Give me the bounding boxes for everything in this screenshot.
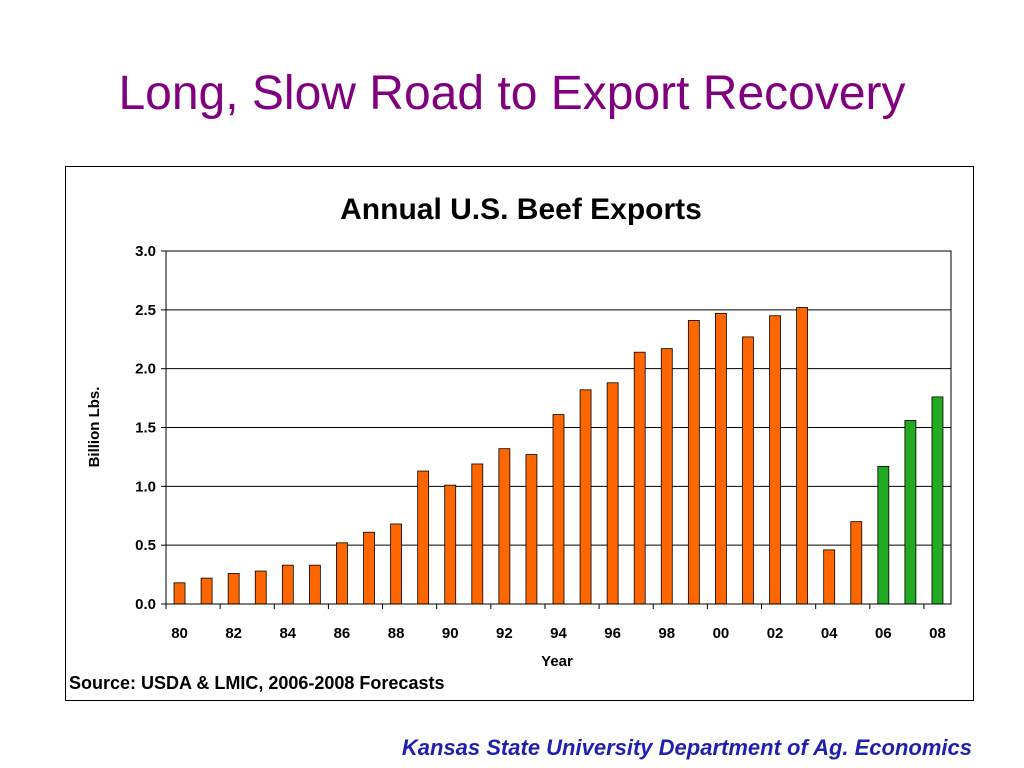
bar-87 <box>363 531 375 605</box>
y-tick-label: 1.5 <box>135 420 156 437</box>
bar-01 <box>742 336 754 605</box>
y-tick-label: 0.5 <box>135 537 156 554</box>
x-tick-label: 92 <box>496 625 513 642</box>
x-tick-label: 80 <box>171 625 188 642</box>
chart-title: Annual U.S. Beef Exports <box>340 193 702 226</box>
x-tick-label: 90 <box>442 625 459 642</box>
bar-80 <box>173 582 186 605</box>
bar-94 <box>552 414 565 605</box>
x-tick-label: 08 <box>929 625 946 642</box>
bar-92 <box>498 448 511 605</box>
x-tick-label: 88 <box>388 625 405 642</box>
x-tick-label: 96 <box>604 625 621 642</box>
y-tick-label: 2.5 <box>135 302 156 319</box>
chart-frame: Annual U.S. Beef Exports 0.0 0.5 1.0 1.5 2.0… <box>65 166 974 701</box>
bar-03 <box>796 307 809 605</box>
bar-90 <box>444 484 457 605</box>
y-tick-label: 3.0 <box>135 243 156 260</box>
bars <box>173 307 944 605</box>
y-tick-label: 0.0 <box>135 596 156 613</box>
bar-85 <box>308 564 321 605</box>
bar-82 <box>227 573 240 605</box>
x-tick-label: 06 <box>875 625 892 642</box>
bar-86 <box>336 542 348 605</box>
bar-81 <box>200 577 213 605</box>
bar-89 <box>417 470 430 605</box>
x-axis-label: Year <box>541 653 573 670</box>
bar-96 <box>606 382 619 605</box>
bar-84 <box>281 564 294 605</box>
tick-labels: 0.0 0.5 1.0 1.5 2.0 2.5 3.0 80 82 84 86 88 90 92 94 96 9… <box>135 243 946 642</box>
x-tick-label: 02 <box>767 625 784 642</box>
axes <box>161 250 952 609</box>
bar-04 <box>823 549 836 605</box>
source-note: Source: USDA & LMIC, 2006-2008 Forecasts <box>69 673 445 693</box>
bar-97 <box>633 351 646 605</box>
bar-88 <box>390 523 402 605</box>
bar-93 <box>525 454 538 605</box>
bar-07 <box>904 420 917 605</box>
bar-00 <box>715 312 727 605</box>
footer-credit: Kansas State University Department of Ag… <box>401 735 972 760</box>
bar-05 <box>850 521 863 605</box>
y-tick-label: 1.0 <box>135 478 156 495</box>
bar-95 <box>579 389 592 605</box>
bar-02 <box>769 315 781 605</box>
x-tick-label: 86 <box>334 625 351 642</box>
bar-91 <box>471 463 484 605</box>
bar-83 <box>254 570 267 605</box>
x-tick-label: 94 <box>550 625 567 642</box>
x-tick-label: 04 <box>821 625 838 642</box>
x-tick-label: 98 <box>658 625 675 642</box>
bar-99 <box>687 320 700 605</box>
x-tick-label: 00 <box>713 625 730 642</box>
bar-08 <box>931 396 944 605</box>
x-tick-label: 84 <box>279 625 296 642</box>
bar-06 <box>877 465 890 605</box>
y-axis-label: Billion Lbs. <box>86 387 103 468</box>
slide-title: Long, Slow Road to Export Recovery <box>118 67 906 120</box>
x-tick-label: 82 <box>225 625 242 642</box>
bar-98 <box>660 348 673 605</box>
beef-exports-chart: Annual U.S. Beef Exports 0.0 0.5 1.0 1.5 2.0… <box>86 193 952 670</box>
y-tick-label: 2.0 <box>135 361 156 378</box>
